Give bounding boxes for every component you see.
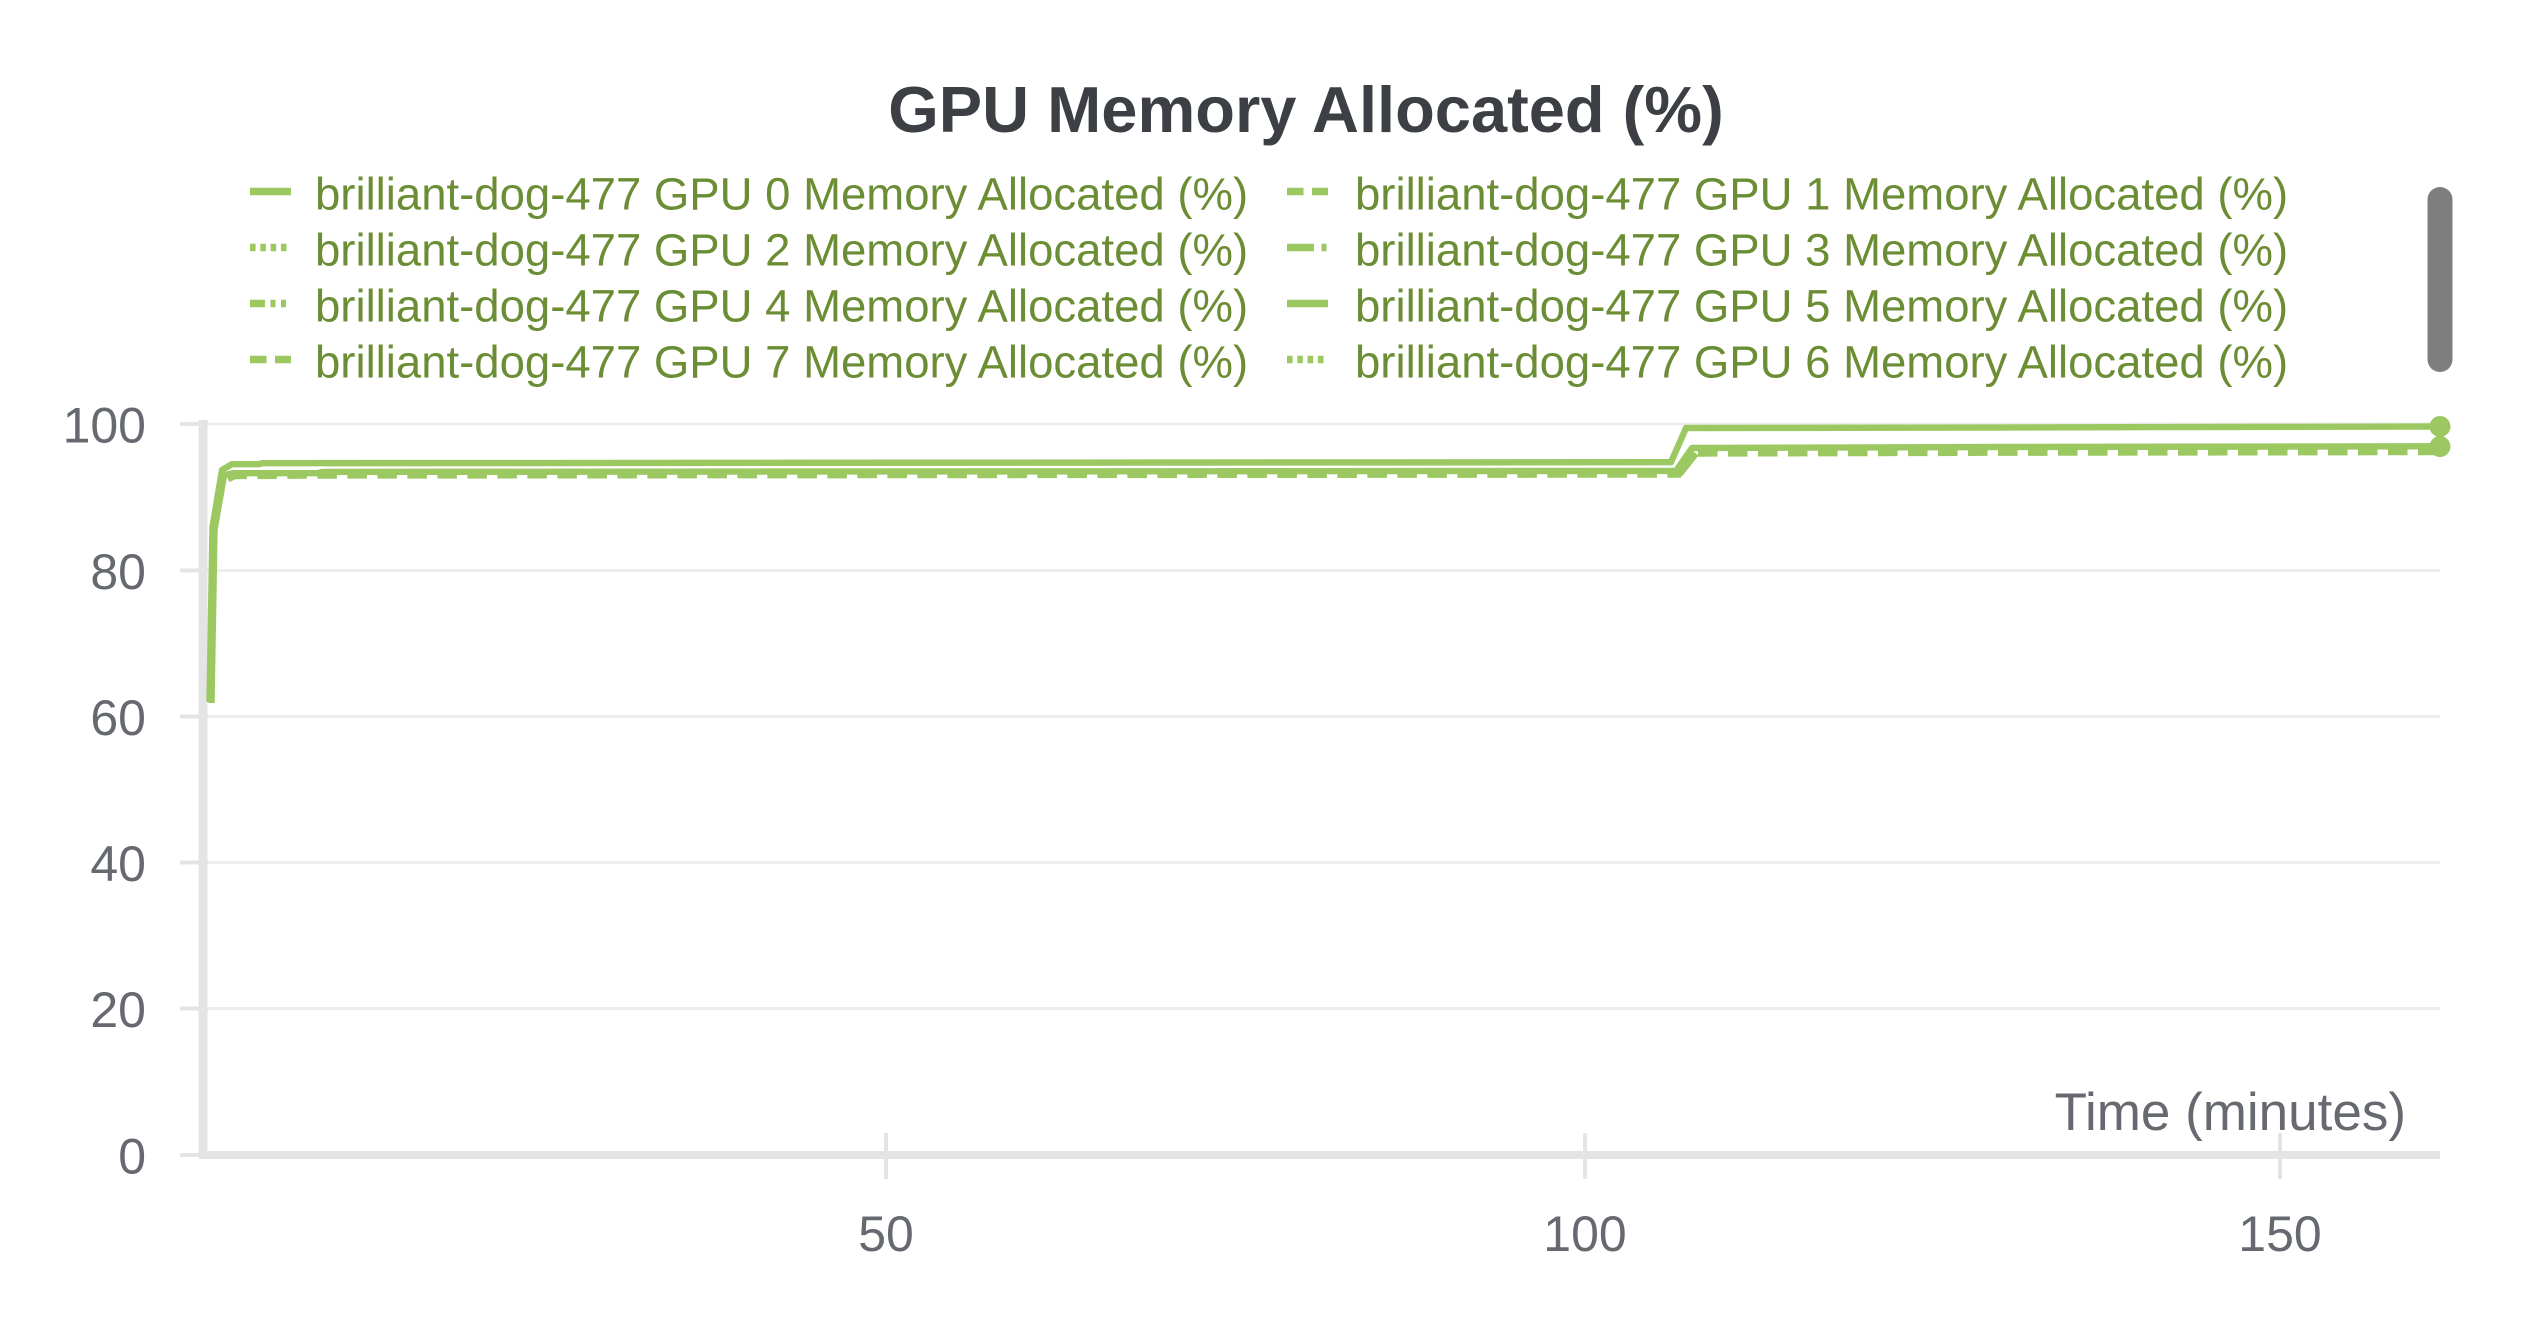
svg-text:brilliant-dog-477 GPU 7 Memory: brilliant-dog-477 GPU 7 Memory Allocated…	[315, 337, 1248, 388]
svg-text:80: 80	[90, 544, 146, 600]
svg-text:50: 50	[858, 1206, 914, 1262]
svg-text:0: 0	[118, 1129, 146, 1185]
svg-text:GPU Memory Allocated (%): GPU Memory Allocated (%)	[888, 73, 1724, 146]
svg-text:40: 40	[90, 836, 146, 892]
svg-text:Time (minutes): Time (minutes)	[2055, 1083, 2406, 1142]
svg-text:20: 20	[90, 982, 146, 1038]
svg-text:150: 150	[2238, 1206, 2321, 1262]
svg-text:60: 60	[90, 690, 146, 746]
svg-text:brilliant-dog-477 GPU 0 Memory: brilliant-dog-477 GPU 0 Memory Allocated…	[315, 169, 1248, 220]
svg-text:brilliant-dog-477 GPU 2 Memory: brilliant-dog-477 GPU 2 Memory Allocated…	[315, 225, 1248, 276]
svg-text:brilliant-dog-477 GPU 4 Memory: brilliant-dog-477 GPU 4 Memory Allocated…	[315, 281, 1248, 332]
svg-text:100: 100	[1543, 1206, 1626, 1262]
svg-text:brilliant-dog-477 GPU 6 Memory: brilliant-dog-477 GPU 6 Memory Allocated…	[1355, 337, 2288, 388]
svg-text:brilliant-dog-477 GPU 3 Memory: brilliant-dog-477 GPU 3 Memory Allocated…	[1355, 225, 2288, 276]
svg-text:100: 100	[63, 398, 146, 454]
svg-text:brilliant-dog-477 GPU 1 Memory: brilliant-dog-477 GPU 1 Memory Allocated…	[1355, 169, 2288, 220]
svg-text:brilliant-dog-477 GPU 5 Memory: brilliant-dog-477 GPU 5 Memory Allocated…	[1355, 281, 2288, 332]
